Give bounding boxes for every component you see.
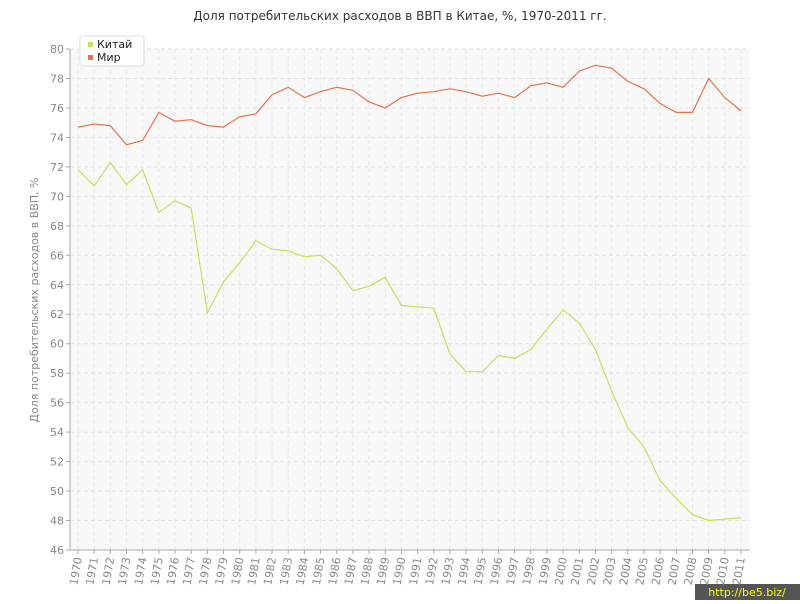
watermark-bg	[695, 584, 800, 600]
x-tick-label: 2011	[730, 556, 748, 586]
legend-swatch	[88, 42, 93, 47]
x-tick-label: 2006	[649, 556, 667, 586]
x-tick-label: 2004	[617, 556, 635, 586]
plot-area	[70, 49, 750, 550]
x-tick-label: 1972	[100, 556, 118, 586]
y-tick-label: 62	[50, 308, 64, 321]
x-tick-label: 1991	[407, 556, 425, 586]
watermark: http://be5.biz/	[708, 586, 786, 599]
x-tick-label: 1998	[520, 556, 538, 586]
x-tick-label: 2003	[601, 556, 619, 586]
y-tick-label: 72	[50, 161, 64, 174]
y-tick-label: 70	[50, 190, 64, 203]
legend-label: Китай	[97, 38, 132, 51]
y-tick-label: 66	[50, 249, 64, 262]
x-tick-label: 2009	[698, 556, 716, 586]
y-tick-label: 52	[50, 456, 64, 469]
x-tick-label: 1975	[148, 556, 166, 586]
legend-box	[79, 35, 145, 67]
y-tick-label: 64	[50, 279, 64, 292]
y-tick-label: 46	[50, 544, 64, 557]
x-tick-label: 1982	[261, 556, 279, 586]
x-tick-label: 2008	[682, 556, 700, 586]
x-tick-label: 1979	[213, 556, 231, 586]
x-tick-label: 2010	[714, 556, 732, 586]
x-tick-label: 1973	[116, 556, 134, 586]
x-tick-label: 1988	[358, 556, 376, 586]
x-tick-label: 1978	[197, 556, 215, 586]
x-tick-label: 1996	[488, 556, 506, 586]
x-tick-label: 1986	[326, 556, 344, 586]
series-line	[77, 64, 742, 146]
legend-swatch	[88, 55, 93, 60]
x-tick-label: 1995	[472, 556, 490, 586]
x-tick-label: 1989	[375, 556, 393, 586]
x-tick-label: 1990	[391, 556, 409, 586]
x-tick-label: 1997	[504, 556, 522, 586]
y-tick-label: 74	[50, 131, 64, 144]
x-tick-label: 1994	[455, 556, 473, 586]
y-tick-label: 76	[50, 102, 64, 115]
y-tick-label: 50	[50, 485, 64, 498]
y-tick-label: 58	[50, 367, 64, 380]
x-tick-label: 1981	[245, 556, 263, 586]
y-tick-label: 60	[50, 338, 64, 351]
y-tick-label: 78	[50, 72, 64, 85]
y-axis-label: Доля потребительских расходов в ВВП, %	[28, 177, 41, 422]
x-tick-label: 1999	[536, 556, 554, 586]
y-tick-label: 68	[50, 220, 64, 233]
x-tick-label: 2005	[633, 556, 651, 586]
x-tick-label: 1983	[278, 556, 296, 586]
chart-title: Доля потребительских расходов в ВВП в Ки…	[193, 9, 606, 23]
legend-label: Мир	[97, 51, 121, 64]
y-tick-label: 48	[50, 515, 64, 528]
x-tick-label: 1974	[132, 556, 150, 586]
x-tick-label: 1985	[310, 556, 328, 586]
x-tick-label: 1993	[439, 556, 457, 586]
x-tick-label: 1977	[180, 556, 198, 586]
x-tick-label: 2001	[569, 556, 587, 586]
x-tick-label: 2000	[552, 556, 570, 586]
y-tick-label: 56	[50, 397, 64, 410]
x-tick-label: 1987	[342, 556, 360, 586]
series-line	[77, 161, 742, 522]
x-tick-label: 1970	[67, 556, 85, 586]
x-tick-label: 1971	[83, 556, 101, 586]
x-tick-label: 2002	[585, 556, 603, 586]
y-tick-label: 80	[50, 43, 64, 56]
x-tick-label: 1980	[229, 556, 247, 586]
x-tick-label: 1976	[164, 556, 182, 586]
x-tick-label: 1992	[423, 556, 441, 586]
y-tick-label: 54	[50, 426, 64, 439]
x-tick-label: 2007	[666, 556, 684, 586]
x-tick-label: 1984	[294, 556, 312, 586]
